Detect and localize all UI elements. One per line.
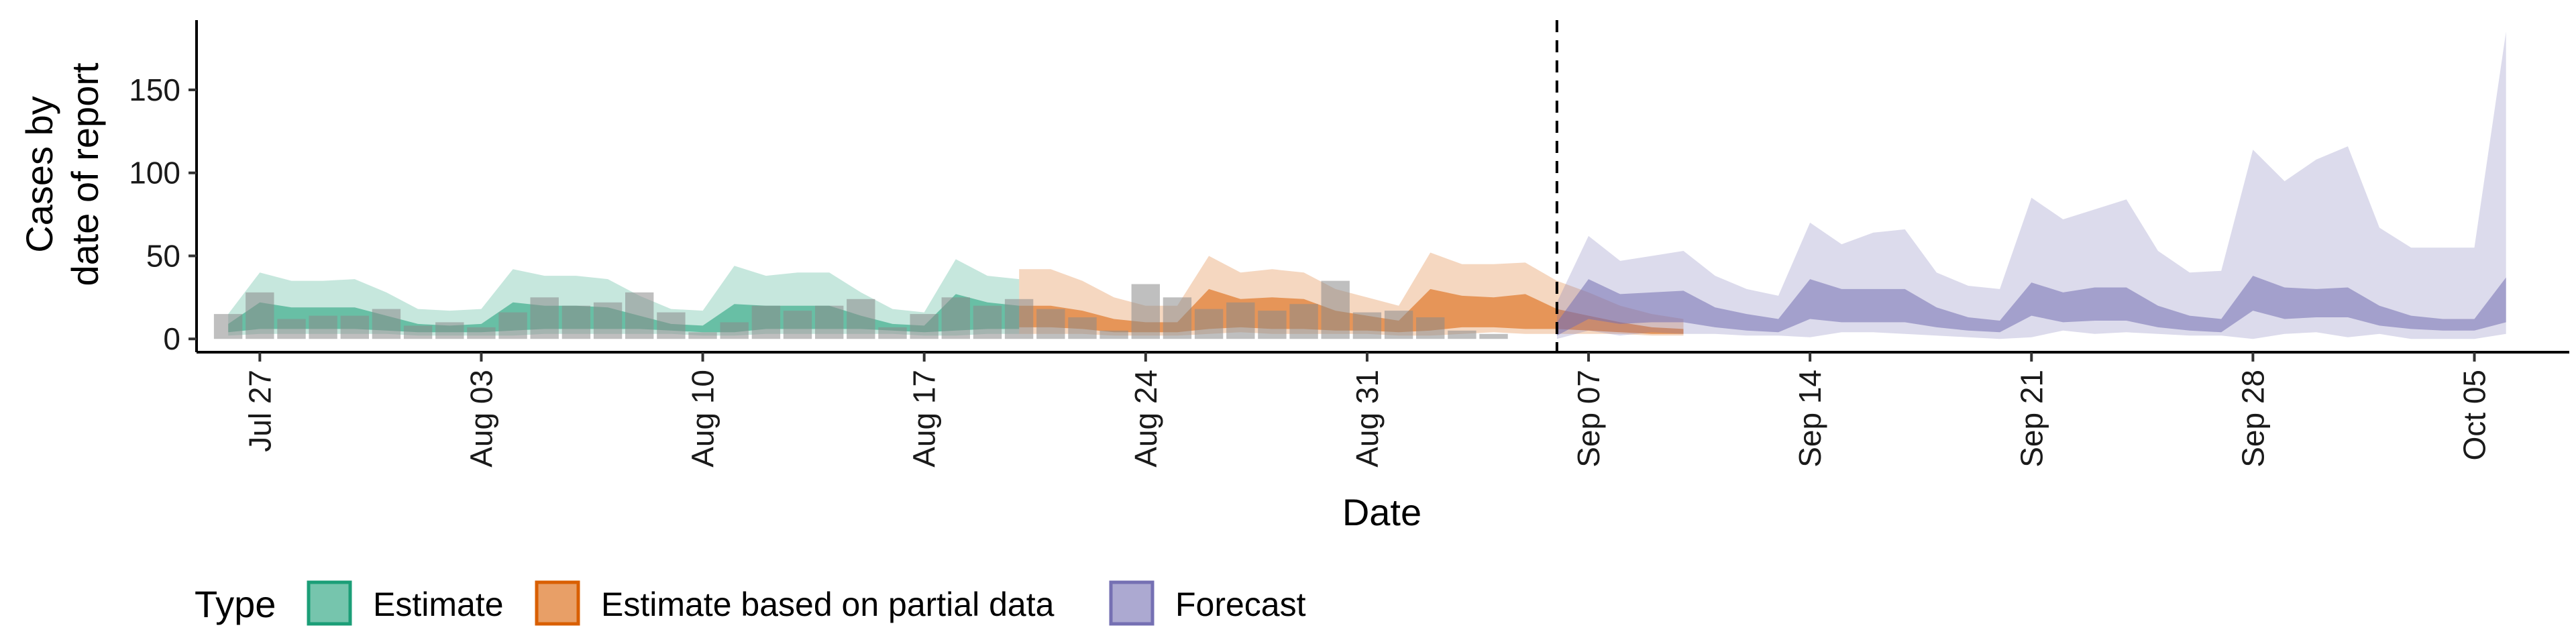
observed-bar: [1448, 330, 1477, 339]
observed-bar: [1479, 333, 1508, 339]
observed-bar: [246, 292, 274, 339]
y-ticks: 0 50 100 150: [129, 72, 197, 356]
observed-bar: [910, 314, 938, 339]
x-tick-label: Aug 03: [464, 370, 498, 468]
y-tick-label: 100: [129, 156, 180, 191]
observed-bar: [309, 315, 337, 339]
observed-bar: [277, 319, 306, 339]
observed-bar: [1194, 309, 1224, 339]
band90-series-2: [1556, 32, 2506, 339]
observed-bar: [1131, 284, 1160, 339]
y-axis-title-line1: Cases by: [18, 96, 60, 252]
observed-bar: [1226, 302, 1255, 339]
x-axis-title: Date: [1342, 491, 1421, 533]
y-axis-title-line2: date of report: [64, 62, 106, 286]
observed-bar: [941, 297, 970, 339]
x-tick-label: Aug 24: [1128, 370, 1163, 468]
observed-bar: [1258, 311, 1287, 339]
observed-bar: [1068, 317, 1097, 339]
observed-bar: [435, 322, 464, 339]
observed-bars: [213, 280, 1508, 339]
observed-bar: [372, 309, 401, 339]
y-tick-label: 50: [146, 238, 180, 273]
x-ticks: Jul 27 Aug 03 Aug 10 Aug 17 Aug 24 Aug 31 Sep …: [242, 352, 2492, 468]
y-tick-label: 150: [129, 72, 180, 107]
x-tick-label: Jul 27: [242, 370, 277, 452]
observed-bar: [720, 322, 749, 339]
observed-bar: [783, 311, 812, 339]
observed-bar: [561, 305, 591, 339]
x-tick-label: Aug 31: [1350, 370, 1385, 468]
x-tick-label: Sep 28: [2235, 370, 2270, 468]
x-tick-label: Sep 07: [1571, 370, 1606, 468]
y-tick-label: 0: [163, 321, 180, 356]
observed-bar: [1352, 312, 1382, 339]
observed-bar: [530, 297, 559, 339]
observed-bar: [847, 299, 875, 339]
observed-bar: [498, 312, 527, 339]
observed-bar: [213, 314, 243, 339]
observed-bar: [973, 305, 1002, 339]
observed-bar: [1163, 297, 1192, 339]
observed-bar: [403, 325, 433, 339]
x-tick-label: Aug 10: [686, 370, 720, 468]
x-tick-label: Sep 21: [2014, 370, 2049, 468]
legend-label-forecast: Forecast: [1175, 586, 1306, 623]
observed-bar: [1416, 317, 1445, 339]
observed-bar: [467, 327, 496, 339]
observed-bar: [688, 332, 717, 339]
x-tick-label: Aug 17: [907, 370, 942, 468]
observed-bar: [593, 302, 623, 339]
uncertainty-bands: [228, 32, 2506, 339]
observed-bar: [340, 315, 369, 339]
observed-bar: [1036, 309, 1065, 339]
legend-key-partial: [535, 580, 580, 626]
observed-bar: [815, 305, 844, 339]
observed-bar: [1099, 330, 1128, 339]
x-tick-label: Sep 14: [1792, 370, 1827, 468]
legend-title: Type: [195, 583, 276, 625]
legend-key-estimate: [307, 580, 352, 626]
band50-series-2: [1556, 276, 2506, 336]
observed-bar: [657, 312, 686, 339]
observed-bar: [1004, 299, 1034, 339]
observed-bar: [1321, 280, 1350, 339]
observed-bar: [1384, 311, 1413, 339]
observed-bar: [1289, 304, 1318, 339]
legend-key-forecast: [1109, 580, 1155, 626]
legend-label-partial: Estimate based on partial data: [601, 586, 1055, 623]
axes: [195, 20, 2569, 354]
legend-label-estimate: Estimate: [373, 586, 504, 623]
x-tick-label: Oct 05: [2457, 370, 2492, 461]
observed-bar: [751, 305, 781, 339]
legend: Type Estimate Estimate based on partial …: [195, 580, 1306, 626]
observed-bar: [625, 292, 654, 339]
observed-bar: [878, 327, 907, 339]
